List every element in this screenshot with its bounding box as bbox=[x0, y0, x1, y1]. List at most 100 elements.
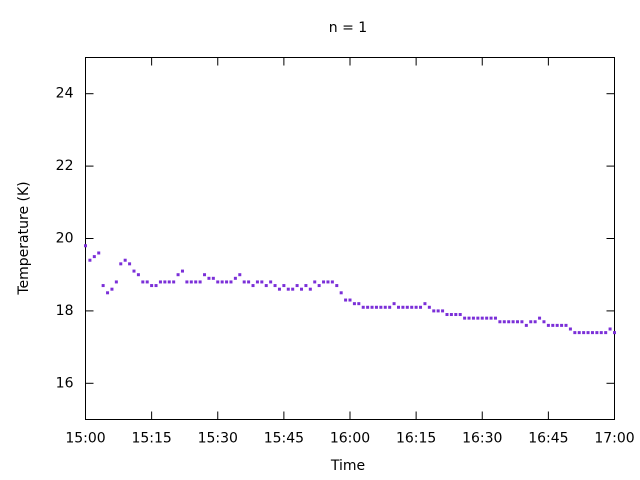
data-point bbox=[493, 316, 497, 320]
data-point bbox=[449, 313, 453, 317]
x-tick-label: 16:30 bbox=[462, 431, 502, 447]
data-point bbox=[577, 331, 581, 335]
data-point bbox=[476, 316, 480, 320]
y-tick-label: 24 bbox=[56, 86, 74, 102]
data-point bbox=[458, 313, 462, 317]
data-point bbox=[357, 302, 361, 306]
y-tick-label: 22 bbox=[56, 158, 74, 174]
data-point bbox=[419, 305, 423, 309]
data-point bbox=[185, 280, 189, 284]
data-point bbox=[599, 331, 603, 335]
data-point bbox=[145, 280, 149, 284]
x-tick-label: 16:15 bbox=[396, 431, 436, 447]
data-point bbox=[551, 323, 555, 327]
data-point bbox=[511, 320, 515, 324]
y-tick-label: 20 bbox=[56, 231, 74, 247]
data-point bbox=[295, 284, 299, 288]
data-point bbox=[414, 305, 418, 309]
data-point bbox=[141, 280, 145, 284]
data-point bbox=[410, 305, 414, 309]
data-point bbox=[502, 320, 506, 324]
data-point bbox=[189, 280, 193, 284]
x-tick-label: 15:45 bbox=[264, 431, 304, 447]
data-point bbox=[361, 305, 365, 309]
data-point bbox=[383, 305, 387, 309]
data-point bbox=[427, 305, 431, 309]
data-point bbox=[211, 276, 215, 280]
data-point bbox=[436, 309, 440, 313]
data-point bbox=[401, 305, 405, 309]
data-point bbox=[542, 320, 546, 324]
data-point bbox=[106, 291, 110, 295]
data-point bbox=[84, 244, 87, 248]
data-point bbox=[432, 309, 436, 313]
data-point bbox=[595, 331, 599, 335]
data-point bbox=[88, 258, 92, 262]
y-tick-label: 16 bbox=[56, 375, 74, 391]
data-point bbox=[516, 320, 520, 324]
data-point bbox=[507, 320, 511, 324]
y-axis-label: Temperature (K) bbox=[16, 181, 32, 295]
data-point bbox=[480, 316, 484, 320]
data-point bbox=[128, 262, 132, 266]
data-point bbox=[150, 284, 154, 288]
data-point bbox=[119, 262, 123, 266]
data-point bbox=[176, 273, 180, 277]
data-point bbox=[220, 280, 224, 284]
data-point bbox=[520, 320, 524, 324]
data-point bbox=[370, 305, 374, 309]
data-point bbox=[277, 287, 281, 291]
data-point bbox=[454, 313, 458, 317]
data-point bbox=[463, 316, 467, 320]
data-point bbox=[225, 280, 229, 284]
data-point bbox=[313, 280, 317, 284]
data-point bbox=[538, 316, 542, 320]
data-point bbox=[445, 313, 449, 317]
data-point bbox=[489, 316, 493, 320]
data-point bbox=[568, 327, 572, 331]
data-point bbox=[467, 316, 471, 320]
data-point bbox=[114, 280, 118, 284]
data-point bbox=[560, 323, 564, 327]
data-point bbox=[392, 302, 396, 306]
data-point bbox=[207, 276, 211, 280]
plot-frame bbox=[85, 57, 615, 420]
data-point bbox=[374, 305, 378, 309]
data-point bbox=[317, 284, 321, 288]
data-point bbox=[498, 320, 502, 324]
data-point bbox=[273, 284, 277, 288]
data-point bbox=[485, 316, 489, 320]
data-point bbox=[286, 287, 290, 291]
data-point bbox=[405, 305, 409, 309]
data-point bbox=[251, 284, 255, 288]
x-tick-label: 15:00 bbox=[65, 431, 105, 447]
data-point bbox=[339, 291, 343, 295]
data-point bbox=[123, 258, 127, 262]
data-point bbox=[335, 284, 339, 288]
data-point bbox=[582, 331, 586, 335]
data-point bbox=[441, 309, 445, 313]
data-point bbox=[330, 280, 334, 284]
data-point bbox=[264, 284, 268, 288]
x-tick-label: 15:15 bbox=[131, 431, 171, 447]
data-point bbox=[92, 255, 96, 259]
data-point bbox=[242, 280, 246, 284]
data-point bbox=[352, 302, 356, 306]
data-point bbox=[163, 280, 167, 284]
data-point bbox=[586, 331, 590, 335]
data-point bbox=[573, 331, 577, 335]
data-point bbox=[379, 305, 383, 309]
data-point bbox=[216, 280, 220, 284]
data-point bbox=[255, 280, 259, 284]
data-point bbox=[524, 323, 528, 327]
x-tick-label: 17:00 bbox=[594, 431, 634, 447]
data-point bbox=[608, 327, 612, 331]
data-point bbox=[194, 280, 198, 284]
x-tick-label: 15:30 bbox=[198, 431, 238, 447]
data-point bbox=[110, 287, 114, 291]
y-tick-label: 18 bbox=[56, 303, 74, 319]
data-point bbox=[132, 269, 136, 273]
data-point bbox=[308, 287, 312, 291]
data-point bbox=[101, 284, 105, 288]
